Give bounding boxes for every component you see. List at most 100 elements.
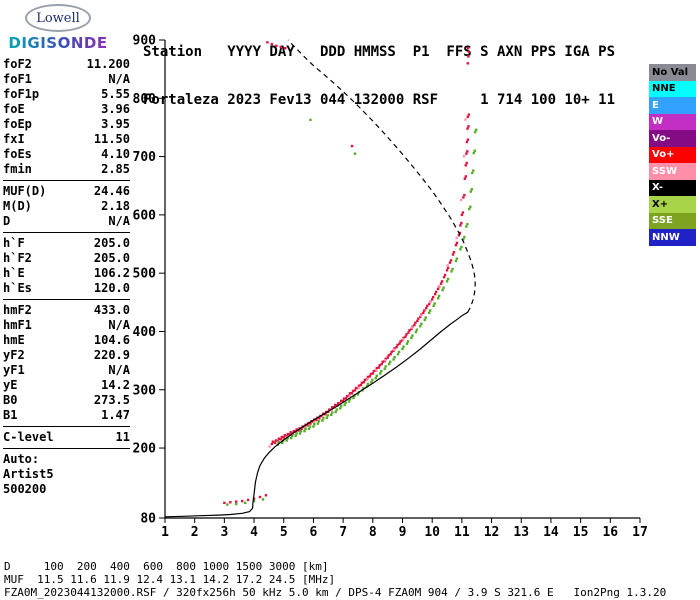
series-stray-echoes-x: [309, 118, 357, 155]
svg-text:400: 400: [133, 325, 157, 340]
param-label: foF2: [3, 57, 32, 71]
param-value: 1.47: [101, 408, 130, 422]
param-value: 11: [115, 430, 130, 444]
svg-text:12: 12: [484, 525, 500, 540]
legend-item-vo+: Vo+: [649, 146, 696, 163]
panel-separator: [3, 299, 130, 300]
param-row: foF1p 5.55: [3, 87, 130, 102]
svg-text:8: 8: [369, 525, 377, 540]
param-label: hmE: [3, 333, 25, 347]
param-value: 11.50: [93, 132, 130, 146]
param-value: 205.0: [93, 251, 130, 265]
svg-text:200: 200: [133, 442, 157, 457]
x-axis-ticks: 1 2 3 4 5 6 7 8 9 10 11 12 13 14 15 16 17: [161, 518, 648, 540]
svg-text:600: 600: [133, 208, 157, 223]
param-label: yF1: [3, 363, 25, 377]
param-row: MUF(D) 24.46: [3, 184, 130, 199]
param-label: MUF(D): [3, 184, 47, 198]
param-row: M(D) 2.18: [3, 199, 130, 214]
color-legend: No Val NNE E W Vo- Vo+ SSW X- X+ SSE NNW: [649, 64, 696, 246]
svg-text:6: 6: [310, 525, 318, 540]
svg-text:7: 7: [339, 525, 347, 540]
legend-item-sse: SSE: [649, 212, 696, 229]
svg-text:300: 300: [133, 383, 157, 398]
param-label: D: [3, 214, 11, 228]
panel-separator: [3, 448, 130, 449]
series-f-trace-o-mode: [268, 113, 471, 448]
svg-text:4: 4: [250, 525, 258, 540]
param-label: hmF1: [3, 318, 32, 332]
y-axis-ticks: 900 800 700 600 500 400 300 200 80: [133, 34, 165, 527]
param-label: foF1p: [3, 87, 40, 101]
legend-item-x+: X+: [649, 196, 696, 213]
param-label: 500200: [3, 482, 47, 496]
param-row: Artist5: [3, 467, 130, 482]
param-label: hmF2: [3, 303, 32, 317]
param-value: 14.2: [101, 378, 130, 392]
param-row: B1 1.47: [3, 408, 130, 423]
param-value: 273.5: [93, 393, 130, 407]
legend-item-ssw: SSW: [649, 163, 696, 180]
param-label: h`F2: [3, 251, 32, 265]
param-label: Artist5: [3, 467, 54, 481]
param-label: fxI: [3, 132, 25, 146]
svg-text:5: 5: [280, 525, 288, 540]
svg-text:10: 10: [424, 525, 440, 540]
param-label: h`F: [3, 236, 25, 250]
svg-text:900: 900: [133, 34, 157, 49]
station-header-labels: Station YYYY DAY DDD HMMSS P1 FFS S AXN …: [143, 44, 616, 60]
param-value: 24.46: [93, 184, 130, 198]
param-value: 4.10: [101, 147, 130, 161]
series-f-trace-x-mode: [276, 128, 478, 446]
parameter-panel: foF2 11.200 foF1 N/A foF1p 5.55 foE 3.96 foEp 3.9…: [3, 57, 130, 497]
svg-text:16: 16: [602, 525, 618, 540]
param-row: yE 14.2: [3, 378, 130, 393]
svg-text:3: 3: [220, 525, 228, 540]
legend-item-w: W: [649, 113, 696, 130]
param-row: h`Es 120.0: [3, 281, 130, 296]
param-label: B1: [3, 408, 18, 422]
param-row: hmE 104.6: [3, 333, 130, 348]
svg-text:9: 9: [399, 525, 407, 540]
param-label: yF2: [3, 348, 25, 362]
param-value: N/A: [108, 318, 130, 332]
legend-item-nnw: NNW: [649, 229, 696, 246]
svg-text:500: 500: [133, 267, 157, 282]
param-value: 106.2: [93, 266, 130, 280]
param-label: Auto:: [3, 452, 40, 466]
legend-item-vo-: Vo-: [649, 130, 696, 147]
param-row: 500200: [3, 482, 130, 497]
param-row: D N/A: [3, 214, 130, 229]
panel-separator: [3, 232, 130, 233]
param-row: B0 273.5: [3, 393, 130, 408]
param-value: N/A: [108, 363, 130, 377]
series-topside-model-profile: [287, 39, 476, 313]
param-label: foF1: [3, 72, 32, 86]
svg-text:800: 800: [133, 92, 157, 107]
station-header-values: Fortaleza 2023 Fev13 044 132000 RSF 1 71…: [143, 92, 616, 108]
param-value: 2.18: [101, 199, 130, 213]
param-value: 5.55: [101, 87, 130, 101]
svg-text:700: 700: [133, 150, 157, 165]
panel-separator: [3, 426, 130, 427]
legend-item-e: E: [649, 97, 696, 114]
legend-item-no-val: No Val: [649, 64, 696, 81]
param-row: h`F 205.0: [3, 236, 130, 251]
param-label: B0: [3, 393, 18, 407]
param-row: hmF1 N/A: [3, 318, 130, 333]
param-row: foF2 11.200: [3, 57, 130, 72]
svg-text:13: 13: [513, 525, 529, 540]
svg-text:80: 80: [140, 512, 156, 527]
param-row: fmin 2.85: [3, 162, 130, 177]
param-row: fxI 11.50: [3, 132, 130, 147]
param-value: 120.0: [93, 281, 130, 295]
distance-row: D 100 200 400 600 800 1000 1500 3000 [km…: [4, 560, 329, 573]
param-value: 11.200: [86, 57, 130, 71]
muf-row: MUF 11.5 11.6 11.9 12.4 13.1 14.2 17.2 2…: [4, 573, 336, 586]
param-row: foE 3.96: [3, 102, 130, 117]
logo-lowell-text: Lowell: [36, 10, 80, 26]
param-row: h`F2 205.0: [3, 251, 130, 266]
param-row: foEp 3.95: [3, 117, 130, 132]
